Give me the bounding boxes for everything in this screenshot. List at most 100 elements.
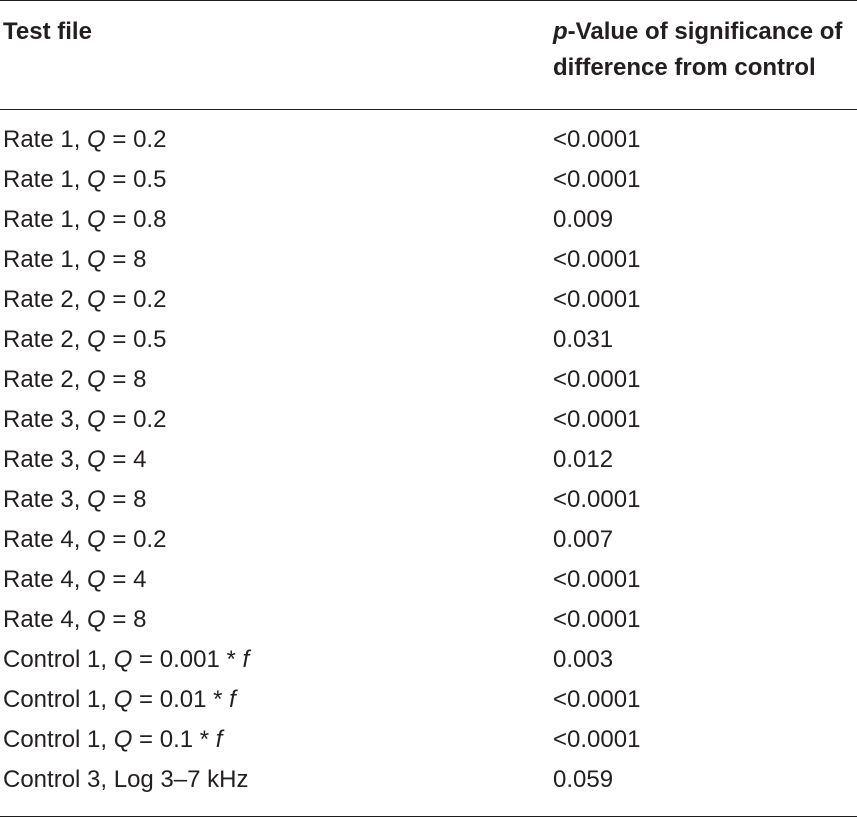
test-file-prefix: Rate 3,: [3, 446, 88, 473]
q-variable: Q: [113, 726, 133, 753]
table-bottom-rule: [0, 816, 857, 817]
table-row: Rate 3, Q = 4 0.012: [0, 440, 857, 480]
test-file-cell: Rate 4, Q = 4: [3, 560, 146, 600]
p-value-cell: <0.0001: [553, 246, 641, 273]
test-file-prefix: Rate 1,: [3, 126, 88, 153]
test-file-prefix: Control 1,: [3, 726, 114, 753]
p-value-cell: <0.0001: [553, 566, 641, 593]
q-value: = 8: [105, 486, 147, 513]
q-variable: Q: [87, 126, 106, 153]
p-value-cell: 0.003: [553, 646, 614, 673]
f-variable: f: [215, 726, 223, 753]
table-row: Rate 1, Q = 8 <0.0001: [0, 240, 857, 280]
q-value: = 0.5: [105, 166, 167, 193]
p-value-cell: <0.0001: [553, 126, 641, 153]
test-file-cell: Rate 2, Q = 8: [3, 360, 146, 400]
table-row: Control 3, Log 3–7 kHz 0.059: [0, 760, 857, 800]
p-value-cell: <0.0001: [553, 366, 641, 393]
q-variable: Q: [87, 166, 106, 193]
p-value-cell: 0.059: [553, 766, 614, 793]
p-value-cell: <0.0001: [553, 686, 641, 713]
test-file-prefix: Rate 1,: [3, 166, 88, 193]
q-value: = 0.5: [105, 326, 167, 353]
test-file-prefix: Control 1,: [3, 646, 114, 673]
table-row: Rate 2, Q = 8 <0.0001: [0, 360, 857, 400]
table-top-rule: [0, 0, 857, 1]
table-body: Rate 1, Q = 0.2 <0.0001 Rate 1, Q = 0.5 <0.…: [0, 120, 857, 800]
q-value: = 0.01 *: [132, 686, 230, 713]
test-file-cell: Rate 1, Q = 0.2: [3, 120, 166, 160]
q-variable: Q: [87, 566, 106, 593]
q-variable: Q: [87, 406, 106, 433]
q-variable: Q: [87, 446, 106, 473]
test-file-cell: Control 3, Log 3–7 kHz: [3, 760, 248, 800]
table-row: Rate 1, Q = 0.5 <0.0001: [0, 160, 857, 200]
p-value-cell: <0.0001: [553, 726, 641, 753]
test-file-cell: Control 1, Q = 0.1 * f: [3, 720, 222, 760]
test-file-cell: Rate 3, Q = 8: [3, 480, 146, 520]
table-row: Rate 4, Q = 0.2 0.007: [0, 520, 857, 560]
q-variable: Q: [87, 246, 106, 273]
test-file-prefix: Rate 1,: [3, 206, 88, 233]
table-row: Rate 1, Q = 0.8 0.009: [0, 200, 857, 240]
q-variable: Q: [87, 206, 106, 233]
test-file-prefix: Rate 4,: [3, 526, 88, 553]
p-value-cell: 0.012: [553, 446, 614, 473]
q-variable: Q: [113, 686, 133, 713]
p-value-cell: 0.009: [553, 206, 614, 233]
q-variable: Q: [87, 366, 106, 393]
q-variable: Q: [87, 606, 106, 633]
p-value-cell: <0.0001: [553, 166, 641, 193]
table-row: Rate 4, Q = 4 <0.0001: [0, 560, 857, 600]
p-value-cell: <0.0001: [553, 486, 641, 513]
test-file-prefix: Rate 2,: [3, 286, 88, 313]
test-file-cell: Rate 4, Q = 0.2: [3, 520, 166, 560]
test-file-prefix: Rate 4,: [3, 566, 88, 593]
q-value: = 8: [105, 366, 147, 393]
q-value: = 8: [105, 246, 147, 273]
test-file-prefix: Rate 4,: [3, 606, 88, 633]
q-variable: Q: [87, 326, 106, 353]
header-rule: [0, 109, 857, 110]
p-value-cell: <0.0001: [553, 606, 641, 633]
header-p-value: p-Value of significance of difference fr…: [553, 14, 853, 86]
q-value: = 4: [105, 566, 147, 593]
test-file-cell: Rate 1, Q = 8: [3, 240, 146, 280]
test-file-cell: Rate 1, Q = 0.8: [3, 200, 166, 240]
test-file-cell: Control 1, Q = 0.001 * f: [3, 640, 249, 680]
q-variable: Q: [87, 526, 106, 553]
p-value-cell: 0.031: [553, 326, 614, 353]
table-row: Rate 3, Q = 8 <0.0001: [0, 480, 857, 520]
table-header: Test file p-Value of significance of dif…: [0, 0, 857, 109]
q-value: = 0.2: [105, 526, 167, 553]
table-row: Control 1, Q = 0.001 * f 0.003: [0, 640, 857, 680]
p-value-cell: 0.007: [553, 526, 614, 553]
test-file-cell: Control 1, Q = 0.01 * f: [3, 680, 236, 720]
test-file-cell: Rate 4, Q = 8: [3, 600, 146, 640]
q-value: = 0.2: [105, 406, 167, 433]
test-file-prefix: Rate 1,: [3, 246, 88, 273]
test-file-cell: Rate 1, Q = 0.5: [3, 160, 166, 200]
table-row: Rate 4, Q = 8 <0.0001: [0, 600, 857, 640]
p-value-cell: <0.0001: [553, 286, 641, 313]
test-file-prefix: Rate 2,: [3, 326, 88, 353]
q-variable: Q: [113, 646, 133, 673]
test-file-prefix: Rate 3,: [3, 486, 88, 513]
table-row: Control 1, Q = 0.01 * f <0.0001: [0, 680, 857, 720]
table-row: Rate 3, Q = 0.2 <0.0001: [0, 400, 857, 440]
q-value: = 4: [105, 446, 147, 473]
test-file-prefix: Control 3, Log 3–7 kHz: [3, 766, 249, 793]
test-file-cell: Rate 3, Q = 4: [3, 440, 146, 480]
test-file-prefix: Control 1,: [3, 686, 114, 713]
test-file-cell: Rate 2, Q = 0.5: [3, 320, 166, 360]
test-file-prefix: Rate 3,: [3, 406, 88, 433]
table-row: Control 1, Q = 0.1 * f <0.0001: [0, 720, 857, 760]
header-p-value-line2: difference from control: [553, 54, 816, 81]
q-variable: Q: [87, 286, 106, 313]
header-p-value-line1: -Value of significance of: [567, 18, 843, 45]
q-value: = 0.001 *: [132, 646, 243, 673]
test-file-cell: Rate 3, Q = 0.2: [3, 400, 166, 440]
header-test-file: Test file: [3, 18, 92, 45]
p-value-cell: <0.0001: [553, 406, 641, 433]
